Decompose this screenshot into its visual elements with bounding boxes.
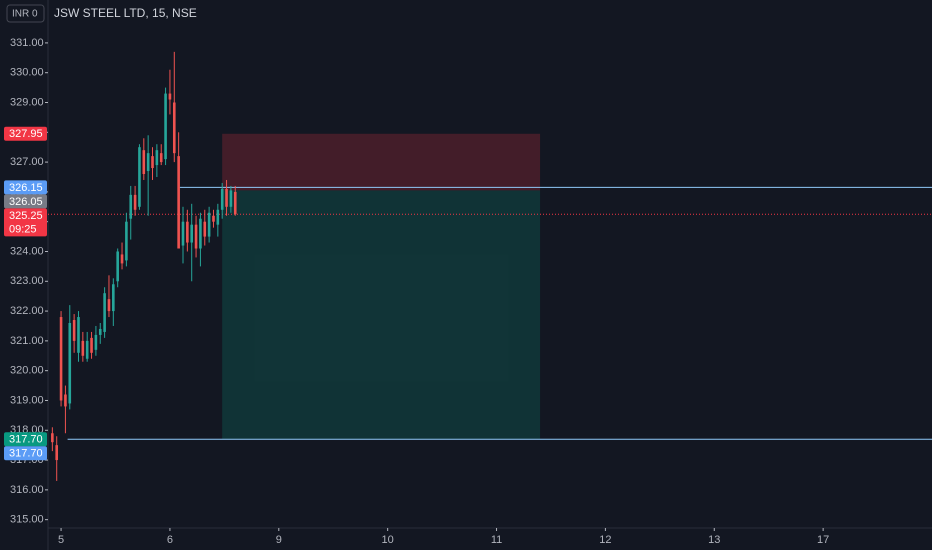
price-badge-label: 317.70 bbox=[9, 448, 43, 460]
candle-body bbox=[177, 156, 180, 249]
x-tick-label: 9 bbox=[276, 534, 282, 546]
currency-tag-box[interactable] bbox=[6, 4, 45, 23]
candle-body bbox=[225, 188, 228, 207]
price-badge-label: 326.15 bbox=[9, 182, 43, 194]
currency-tag[interactable]: INR 0 bbox=[12, 9, 38, 20]
price-badge bbox=[4, 194, 47, 209]
drawings bbox=[48, 133, 932, 440]
price-badge bbox=[4, 126, 47, 141]
price-badge-label: 326.05 bbox=[9, 196, 43, 208]
candle-body bbox=[199, 218, 202, 249]
price-badge bbox=[4, 180, 47, 195]
candle-body bbox=[159, 153, 163, 163]
candle-body bbox=[98, 328, 102, 335]
candle-body bbox=[194, 224, 198, 249]
candle-body bbox=[229, 190, 233, 207]
x-tick-label: 11 bbox=[491, 534, 502, 546]
candle-body bbox=[172, 102, 176, 154]
candle-body bbox=[181, 221, 185, 246]
y-tick-label: 319.00 bbox=[10, 394, 44, 406]
target-zone bbox=[222, 190, 541, 440]
candle-body bbox=[142, 150, 146, 175]
candle-body bbox=[233, 191, 237, 215]
price-badge bbox=[4, 446, 47, 461]
y-tick-label: 322.00 bbox=[10, 305, 44, 317]
y-tick-label: 327.00 bbox=[10, 156, 44, 168]
x-tick-label: 13 bbox=[708, 534, 720, 546]
y-tick-label: 320.00 bbox=[10, 365, 44, 377]
candle-body bbox=[59, 317, 63, 401]
candle-body bbox=[77, 317, 80, 353]
candle-body bbox=[64, 394, 67, 407]
price-badge bbox=[4, 432, 47, 447]
candle-body bbox=[207, 212, 211, 237]
y-tick-label: 321.00 bbox=[10, 335, 44, 347]
y-tick-label: 330.00 bbox=[10, 67, 44, 79]
x-tick-label: 17 bbox=[817, 534, 829, 546]
y-tick-label: 324.00 bbox=[10, 245, 44, 257]
price-badge-label: 317.70 bbox=[9, 434, 43, 446]
candle-body bbox=[146, 153, 150, 172]
candle-body bbox=[155, 150, 159, 166]
stop-zone bbox=[222, 133, 541, 191]
candle-body bbox=[190, 224, 194, 243]
y-tick-label: 329.00 bbox=[10, 96, 44, 108]
candle-body bbox=[103, 293, 106, 332]
candle-body bbox=[85, 340, 89, 359]
candle-body bbox=[138, 147, 141, 207]
price-badge-label: 325.25 bbox=[9, 210, 43, 222]
candle-body bbox=[81, 340, 85, 356]
candle-body bbox=[216, 209, 220, 225]
candle-body bbox=[116, 251, 119, 282]
candle-body bbox=[220, 188, 224, 210]
candle-body bbox=[107, 299, 111, 312]
y-tick-label: 315.00 bbox=[10, 514, 44, 526]
candles bbox=[51, 51, 237, 481]
candle-body bbox=[68, 322, 72, 404]
candle-body bbox=[168, 93, 172, 100]
x-tick-label: 6 bbox=[167, 534, 173, 546]
candle-body bbox=[94, 334, 98, 350]
candle-body bbox=[55, 445, 59, 461]
axes: 315.00316.00317.00318.00319.00320.00321.… bbox=[4, 37, 829, 546]
candle-body bbox=[203, 221, 207, 237]
candle-body bbox=[90, 337, 93, 353]
y-tick-label: 331.00 bbox=[10, 37, 44, 49]
candle-body bbox=[151, 156, 154, 169]
candle-body bbox=[186, 221, 189, 243]
candle-body bbox=[212, 215, 215, 222]
candle-body bbox=[51, 433, 54, 443]
y-tick-label: 323.00 bbox=[10, 275, 44, 287]
x-tick-label: 12 bbox=[599, 534, 611, 546]
x-tick-label: 5 bbox=[58, 534, 64, 546]
price-badge bbox=[4, 208, 47, 237]
candle-body bbox=[72, 320, 76, 341]
x-tick-label: 10 bbox=[382, 534, 394, 546]
chart-title: JSW STEEL LTD, 15, NSE bbox=[54, 6, 197, 20]
y-tick-label: 316.00 bbox=[10, 484, 44, 496]
candle-body bbox=[133, 194, 137, 210]
candle-body bbox=[125, 221, 128, 261]
price-countdown: 09:25 bbox=[9, 223, 37, 235]
candle-body bbox=[120, 254, 124, 264]
price-badge-label: 327.95 bbox=[9, 128, 43, 140]
candle-body bbox=[112, 284, 115, 312]
candle-body bbox=[164, 93, 167, 160]
candle-body bbox=[129, 194, 133, 219]
